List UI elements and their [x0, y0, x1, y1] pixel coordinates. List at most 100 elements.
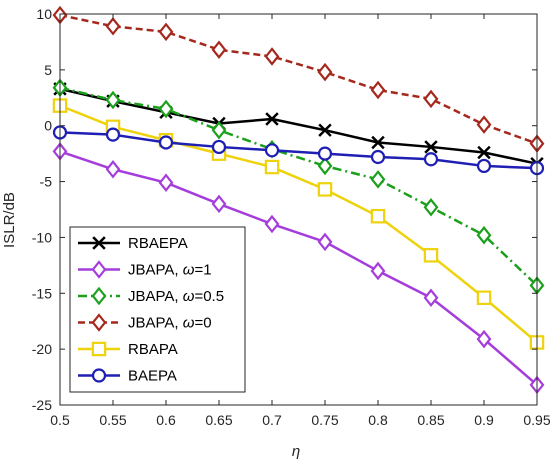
- data-point: [264, 143, 280, 158]
- legend-label-omega: ω: [183, 288, 195, 305]
- x-tick-label: 0.5: [50, 412, 70, 428]
- legend-label: JBAPA, ω=0: [128, 315, 212, 332]
- data-point: [371, 135, 385, 150]
- legend-entry-1: RBAEPA: [78, 235, 188, 252]
- series-line: [59, 150, 538, 386]
- y-tick-label: 5: [44, 62, 52, 78]
- data-point: [317, 232, 333, 252]
- x-tick-label: 0.85: [417, 412, 444, 428]
- data-point: [370, 170, 386, 189]
- data-point: [317, 62, 333, 82]
- legend-label: BAEPA: [128, 368, 177, 385]
- data-point: [476, 329, 492, 349]
- data-point: [423, 89, 439, 109]
- data-point: [370, 208, 386, 224]
- axes: 0.5 0.55 0.6 0.65 0.7 0.75 0.8 0.85 0.9 0.95 -25 -2…: [32, 6, 550, 428]
- y-tick-label: -25: [32, 397, 52, 413]
- data-point-stroke-b: [265, 112, 279, 126]
- data-point: [265, 112, 279, 126]
- data-point-stroke-b: [477, 145, 491, 160]
- x-tick-label: 0.75: [311, 412, 338, 428]
- legend-label: JBAPA, ω=1: [128, 262, 212, 279]
- x-tick-label: 0.8: [368, 412, 388, 428]
- legend-label: RBAEPA: [128, 235, 188, 252]
- x-tick-label: 0.6: [156, 412, 176, 428]
- legend-label-value: =0.5: [194, 288, 224, 305]
- data-point: [158, 135, 174, 150]
- series-2: [52, 142, 545, 395]
- series-line: [59, 87, 538, 165]
- data-point: [211, 120, 227, 140]
- data-point: [317, 146, 333, 161]
- data-point: [476, 290, 492, 306]
- legend-entry-4: JBAPA, ω=0: [78, 313, 212, 332]
- legend-label-main: RBAPA: [128, 341, 178, 358]
- plot-frame: [59, 13, 538, 406]
- legend-label-main: RBAEPA: [128, 235, 188, 252]
- legend-label-value: =0: [194, 315, 211, 332]
- data-point: [264, 214, 280, 234]
- data-point: [211, 40, 227, 60]
- data-point: [264, 47, 280, 66]
- legend-box: [69, 226, 246, 393]
- data-point: [318, 123, 332, 137]
- data-point: [211, 139, 227, 155]
- legend-entry-2: JBAPA, ω=1: [78, 260, 212, 279]
- legend-entry-5: RBAPA: [78, 341, 178, 358]
- y-tick-label: 10: [36, 6, 52, 22]
- legend-entry-3: JBAPA, ω=0.5: [78, 286, 224, 306]
- data-point-stroke-b: [371, 135, 385, 150]
- y-axis-label: ISLR/dB: [1, 192, 18, 248]
- x-tick-label: 0.9: [474, 412, 494, 428]
- y-tick-label: -5: [40, 174, 53, 190]
- legend-label-value: =1: [194, 262, 211, 279]
- data-point: [476, 115, 492, 134]
- data-point: [477, 145, 491, 160]
- legend-marker-stroke-b: [92, 236, 106, 250]
- x-axis-label: η: [292, 443, 300, 460]
- legend-marker: [91, 286, 107, 306]
- data-point: [423, 152, 439, 167]
- y-tick-label: -10: [32, 229, 52, 245]
- legend-marker: [92, 236, 106, 250]
- legend-label-main: JBAPA,: [128, 262, 183, 279]
- data-point: [105, 127, 121, 142]
- legend-marker: [91, 341, 107, 357]
- series-line: [59, 104, 538, 344]
- data-point: [158, 173, 174, 192]
- data-point: [476, 158, 492, 174]
- y-tick-label: -15: [32, 285, 52, 301]
- data-point: [105, 90, 121, 110]
- data-point: [105, 160, 121, 179]
- series-line: [59, 131, 538, 170]
- legend-label-main: JBAPA,: [128, 288, 183, 305]
- legend-label: JBAPA, ω=0.5: [128, 288, 224, 305]
- data-point: [370, 261, 386, 281]
- x-tick-label: 0.95: [523, 412, 550, 428]
- legend-label-omega: ω: [183, 315, 195, 332]
- legend-label-omega: ω: [183, 262, 195, 279]
- series-line: [59, 86, 538, 287]
- data-point: [423, 198, 439, 217]
- data-point: [317, 156, 333, 176]
- data-point: [423, 248, 439, 263]
- data-point-stroke-b: [318, 123, 332, 137]
- legend-marker: [91, 313, 107, 332]
- x-tick-label: 0.65: [205, 412, 232, 428]
- legend-label-main: BAEPA: [128, 368, 177, 385]
- data-point: [317, 182, 333, 197]
- data-point: [476, 225, 492, 245]
- data-point: [158, 22, 174, 42]
- data-point: [370, 149, 386, 165]
- data-point: [264, 159, 280, 175]
- data-point: [370, 80, 386, 100]
- data-point: [211, 194, 227, 214]
- x-tick-label: 0.7: [262, 412, 282, 428]
- y-tick-label: -20: [32, 341, 52, 357]
- data-point-stroke-b: [424, 140, 438, 154]
- y-tick-label: 0: [44, 118, 52, 134]
- series-line: [59, 13, 538, 145]
- series-3: [52, 78, 545, 295]
